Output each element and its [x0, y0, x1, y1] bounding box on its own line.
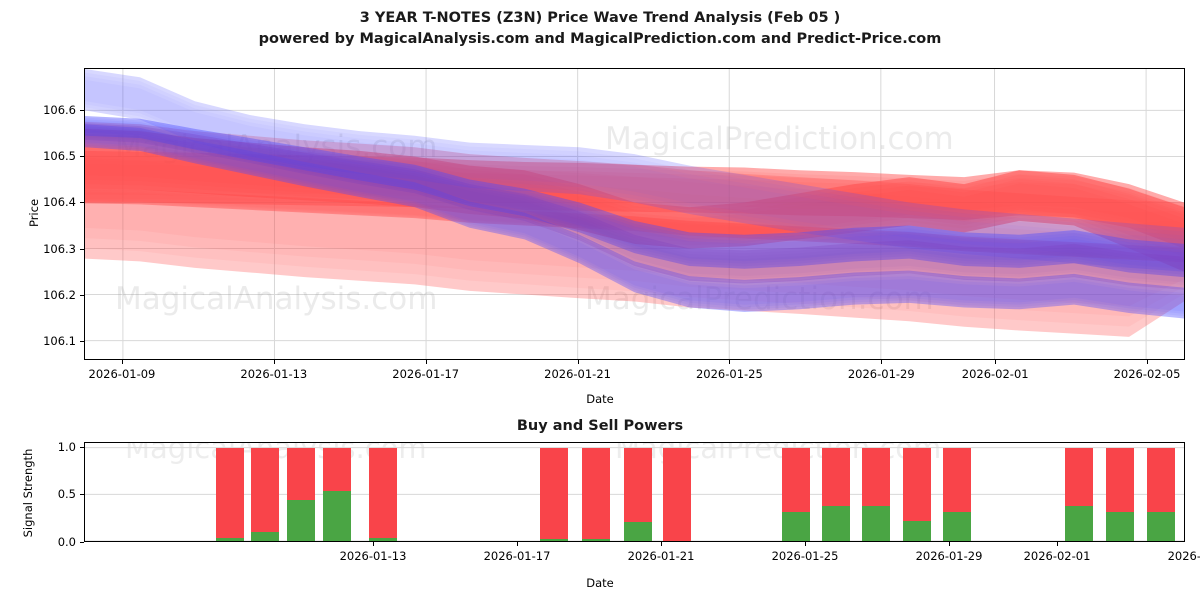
bars-x-tick	[517, 542, 518, 546]
power-bar[interactable]	[624, 447, 652, 541]
power-bar[interactable]	[369, 447, 397, 541]
price-wave-bands	[85, 69, 1184, 337]
buy-power-segment	[822, 505, 850, 541]
power-bar[interactable]	[663, 447, 691, 541]
power-bar[interactable]	[862, 447, 890, 541]
price-y-tick-label: 106.6	[43, 102, 76, 117]
bars-x-tick	[661, 542, 662, 546]
power-bar[interactable]	[323, 447, 351, 541]
price-y-tick-label: 106.5	[43, 149, 76, 164]
bars-chart-y-axis-title: Signal Strength	[21, 448, 35, 538]
price-x-tick	[121, 360, 123, 364]
power-bar[interactable]	[251, 447, 279, 541]
bars-chart-x-axis-title: Date	[586, 576, 614, 590]
power-bar[interactable]	[582, 447, 610, 541]
price-y-tick-label: 106.3	[43, 241, 76, 256]
buy-power-segment	[1147, 511, 1175, 541]
price-x-tick-label: 2026-02-01	[961, 367, 1029, 381]
bars-x-tick	[373, 542, 374, 546]
bars-y-tick-label: 0.5	[57, 487, 76, 502]
buy-power-segment	[862, 505, 890, 541]
price-x-tick	[1147, 360, 1149, 364]
power-bar[interactable]	[1147, 447, 1175, 541]
chart-title-block: 3 YEAR T-NOTES (Z3N) Price Wave Trend An…	[0, 8, 1200, 50]
sell-power-segment	[216, 447, 244, 541]
bars-y-tick-label: 0.0	[57, 535, 76, 549]
buy-power-segment	[369, 538, 397, 541]
price-x-tick-label: 2026-01-29	[847, 367, 915, 381]
buy-power-segment	[251, 531, 279, 541]
price-x-tick	[729, 360, 731, 364]
power-bar[interactable]	[943, 447, 971, 541]
power-bar[interactable]	[903, 447, 931, 541]
price-x-tick-label: 2026-01-09	[88, 367, 156, 381]
power-bar[interactable]	[782, 447, 810, 541]
bars-x-tick-label: 2026-01-21	[627, 549, 695, 563]
price-x-tick-label: 2026-01-17	[392, 367, 460, 381]
bars-x-tick	[1057, 542, 1058, 546]
buy-power-segment	[782, 511, 810, 541]
price-y-tick	[80, 202, 84, 204]
price-y-tick	[80, 109, 84, 111]
price-y-tick-label: 106.4	[43, 195, 76, 210]
bars-y-tick	[80, 542, 84, 543]
bars-x-tick-label: 2026-01-13	[339, 549, 407, 563]
price-y-tick	[80, 248, 84, 250]
bars-x-tick	[805, 542, 806, 546]
bars-y-tick	[80, 494, 84, 496]
bars-x-tick-label: 2026-01-25	[771, 549, 839, 563]
power-bar[interactable]	[1106, 447, 1134, 541]
bars-x-tick-label: 2026-01-17	[483, 549, 551, 563]
price-x-tick-label: 2026-02-05	[1113, 367, 1181, 381]
price-y-tick	[80, 295, 84, 297]
page-title: 3 YEAR T-NOTES (Z3N) Price Wave Trend An…	[359, 10, 841, 26]
price-wave-chart: MagicalAnalysis.com MagicalPrediction.co…	[84, 68, 1185, 360]
power-bar[interactable]	[540, 447, 568, 541]
page-subtitle: powered by MagicalAnalysis.com and Magic…	[258, 31, 942, 47]
bars-x-tick	[949, 542, 950, 546]
buy-power-segment	[540, 539, 568, 541]
bars-x-tick-label: 2026-02-05	[1167, 549, 1200, 563]
sell-power-segment	[582, 447, 610, 541]
power-bar[interactable]	[216, 447, 244, 541]
buy-power-segment	[323, 490, 351, 541]
sell-power-segment	[251, 447, 279, 541]
power-bar[interactable]	[822, 447, 850, 541]
buy-power-segment	[1106, 511, 1134, 541]
power-bar[interactable]	[287, 447, 315, 541]
price-x-tick-label: 2026-01-13	[240, 367, 308, 381]
bars-chart-title: Buy and Sell Powers	[516, 418, 684, 434]
price-y-tick	[80, 341, 84, 343]
price-x-tick-label: 2026-01-25	[695, 367, 763, 381]
buy-power-segment	[287, 500, 315, 541]
price-x-tick-label: 2026-01-21	[544, 367, 611, 381]
bars-y-tick	[80, 446, 84, 448]
price-x-tick	[425, 360, 427, 364]
bars-x-tick-label: 2026-02-01	[1023, 549, 1091, 563]
price-y-tick	[80, 156, 84, 158]
price-x-tick	[995, 360, 997, 364]
bars-y-tick-label: 1.0	[57, 439, 76, 454]
bars-x-tick-label: 2026-01-29	[915, 549, 983, 563]
buy-power-segment	[1065, 505, 1093, 541]
price-y-tick-label: 106.1	[43, 334, 76, 349]
sell-power-segment	[663, 447, 691, 541]
buy-power-segment	[903, 521, 931, 541]
buy-power-segment	[216, 538, 244, 541]
buy-power-segment	[624, 522, 652, 541]
price-x-tick	[577, 360, 579, 364]
price-x-tick	[881, 360, 883, 364]
price-chart-x-axis-title: Date	[586, 392, 614, 406]
sell-power-segment	[540, 447, 568, 541]
price-chart-y-axis-title: Price	[27, 198, 41, 228]
bars-container	[85, 443, 1184, 541]
price-y-tick-label: 106.2	[43, 288, 76, 303]
price-x-tick	[273, 360, 275, 364]
sell-power-segment	[369, 447, 397, 541]
buy-sell-powers-chart: MagicalAnalysis.com MagicalPrediction.co…	[84, 442, 1185, 542]
buy-power-segment	[582, 539, 610, 541]
buy-power-segment	[943, 511, 971, 541]
power-bar[interactable]	[1065, 447, 1093, 541]
